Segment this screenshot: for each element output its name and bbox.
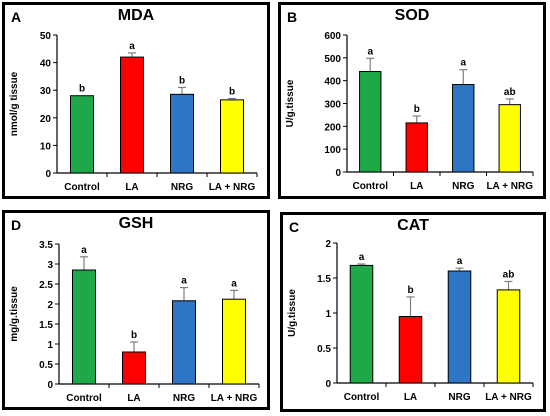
- bar: [447, 270, 472, 384]
- data-label: b: [179, 75, 185, 86]
- y-tick-label: 1.5: [317, 274, 331, 285]
- x-tick-label: LA: [127, 393, 140, 404]
- x-tick-label: LA + NRG: [211, 393, 258, 404]
- panel-sod: B SOD 0 100 200 300 400 500 600 U/g.tissue a Cont…: [278, 2, 546, 199]
- data-label: a: [129, 41, 135, 52]
- panel-cat: C CAT 0 0.5 1 1.5 2 U/g.tissue a Control b LA a NRG…: [280, 212, 546, 412]
- chart-title: GSH: [118, 215, 154, 232]
- y-tick-label: 2.5: [39, 280, 53, 291]
- y-tick-label: 30: [40, 86, 52, 97]
- y-tick-label: 0: [47, 380, 53, 391]
- x-tick-label: LA + NRG: [486, 181, 533, 192]
- y-tick-label: 100: [324, 145, 341, 156]
- data-label: a: [181, 276, 187, 287]
- bar: [120, 56, 144, 174]
- y-tick-label: 3: [47, 260, 53, 271]
- y-axis-label: nmol/g tissue: [9, 71, 20, 136]
- bar: [222, 298, 246, 385]
- y-tick-label: 300: [324, 100, 341, 111]
- y-tick-label: 0: [335, 168, 341, 179]
- y-tick-label: 2: [47, 300, 53, 311]
- y-tick-label: 0: [45, 169, 51, 180]
- x-tick-label: LA + NRG: [209, 182, 256, 193]
- data-label: a: [367, 46, 373, 57]
- y-axis-label: U/g.tissue: [287, 289, 298, 337]
- y-tick-label: 200: [324, 122, 341, 133]
- bar: [398, 316, 423, 384]
- x-tick-label: NRG: [448, 392, 470, 403]
- y-tick-label: 0.5: [317, 344, 331, 355]
- y-tick-label: 0.5: [39, 360, 53, 371]
- data-label: b: [79, 84, 85, 95]
- x-tick-label: LA: [125, 182, 138, 193]
- x-tick-label: LA: [404, 392, 417, 403]
- y-tick-label: 1: [47, 340, 53, 351]
- y-tick-label: 10: [40, 141, 52, 152]
- y-tick-label: 40: [40, 59, 52, 70]
- panel-letter: B: [287, 9, 298, 25]
- x-tick-label: LA + NRG: [485, 392, 532, 403]
- bar: [496, 289, 521, 384]
- x-tick-label: Control: [66, 393, 102, 404]
- y-tick-label: 0: [325, 379, 331, 390]
- y-tick-label: 3.5: [39, 240, 53, 251]
- data-label: b: [407, 285, 413, 296]
- panel-letter: D: [11, 217, 22, 233]
- panel-gsh: D GSH 0 0.5 1 1.5 2 2.5 3 3.5 mg/g.tissue a Contro…: [2, 210, 270, 410]
- data-label: b: [414, 104, 420, 115]
- bar: [220, 99, 244, 174]
- bar: [170, 93, 194, 174]
- x-tick-label: Control: [352, 181, 388, 192]
- x-tick-label: Control: [64, 182, 100, 193]
- data-label: b: [131, 330, 137, 341]
- y-axis-label: U/g.tissue: [285, 79, 296, 127]
- data-label: a: [359, 252, 365, 263]
- bar: [405, 122, 428, 173]
- chart-svg: 0 0.5 1 1.5 2 U/g.tissue a Control b LA a NRG ab LA +…: [287, 239, 534, 403]
- x-tick-label: NRG: [452, 181, 474, 192]
- bar: [122, 351, 146, 385]
- panel-letter: A: [11, 9, 22, 25]
- y-axis-label: mg/g.tissue: [9, 286, 20, 342]
- data-label: a: [231, 278, 237, 289]
- data-label: a: [81, 245, 87, 256]
- y-tick-label: 1.5: [39, 320, 53, 331]
- x-tick-label: NRG: [173, 393, 195, 404]
- bar: [452, 84, 475, 173]
- data-label: ab: [503, 270, 515, 281]
- y-tick-label: 500: [324, 54, 341, 65]
- y-tick-label: 20: [40, 114, 52, 125]
- data-label: b: [229, 86, 235, 97]
- panel-mda: A MDA 0 10 20 30 40 50 nmol/g tissue b Control a L…: [2, 2, 270, 199]
- panel-letter: C: [289, 219, 300, 235]
- bar: [359, 71, 382, 173]
- bar: [72, 269, 96, 385]
- chart-title: SOD: [394, 7, 430, 24]
- chart-title: CAT: [397, 217, 429, 234]
- bar: [498, 104, 521, 173]
- y-tick-label: 400: [324, 77, 341, 88]
- chart-svg: 0 0.5 1 1.5 2 2.5 3 3.5 mg/g.tissue a Control b LA a N…: [9, 240, 260, 404]
- x-tick-label: Control: [344, 392, 380, 403]
- bar: [349, 264, 374, 384]
- data-label: a: [457, 256, 463, 267]
- y-tick-label: 2: [325, 239, 331, 250]
- chart-svg: 0 100 200 300 400 500 600 U/g.tissue a Control b LA…: [285, 31, 534, 192]
- x-tick-label: LA: [410, 181, 423, 192]
- data-label: ab: [504, 87, 516, 98]
- y-tick-label: 50: [40, 31, 52, 42]
- y-tick-label: 600: [324, 31, 341, 42]
- chart-title: MDA: [117, 7, 155, 24]
- bar: [70, 95, 94, 174]
- x-tick-label: NRG: [171, 182, 193, 193]
- y-tick-label: 1: [325, 309, 331, 320]
- data-label: a: [460, 58, 466, 69]
- chart-svg: 0 10 20 30 40 50 nmol/g tissue b Control a LA b NRG b…: [9, 31, 258, 193]
- bar: [172, 300, 196, 385]
